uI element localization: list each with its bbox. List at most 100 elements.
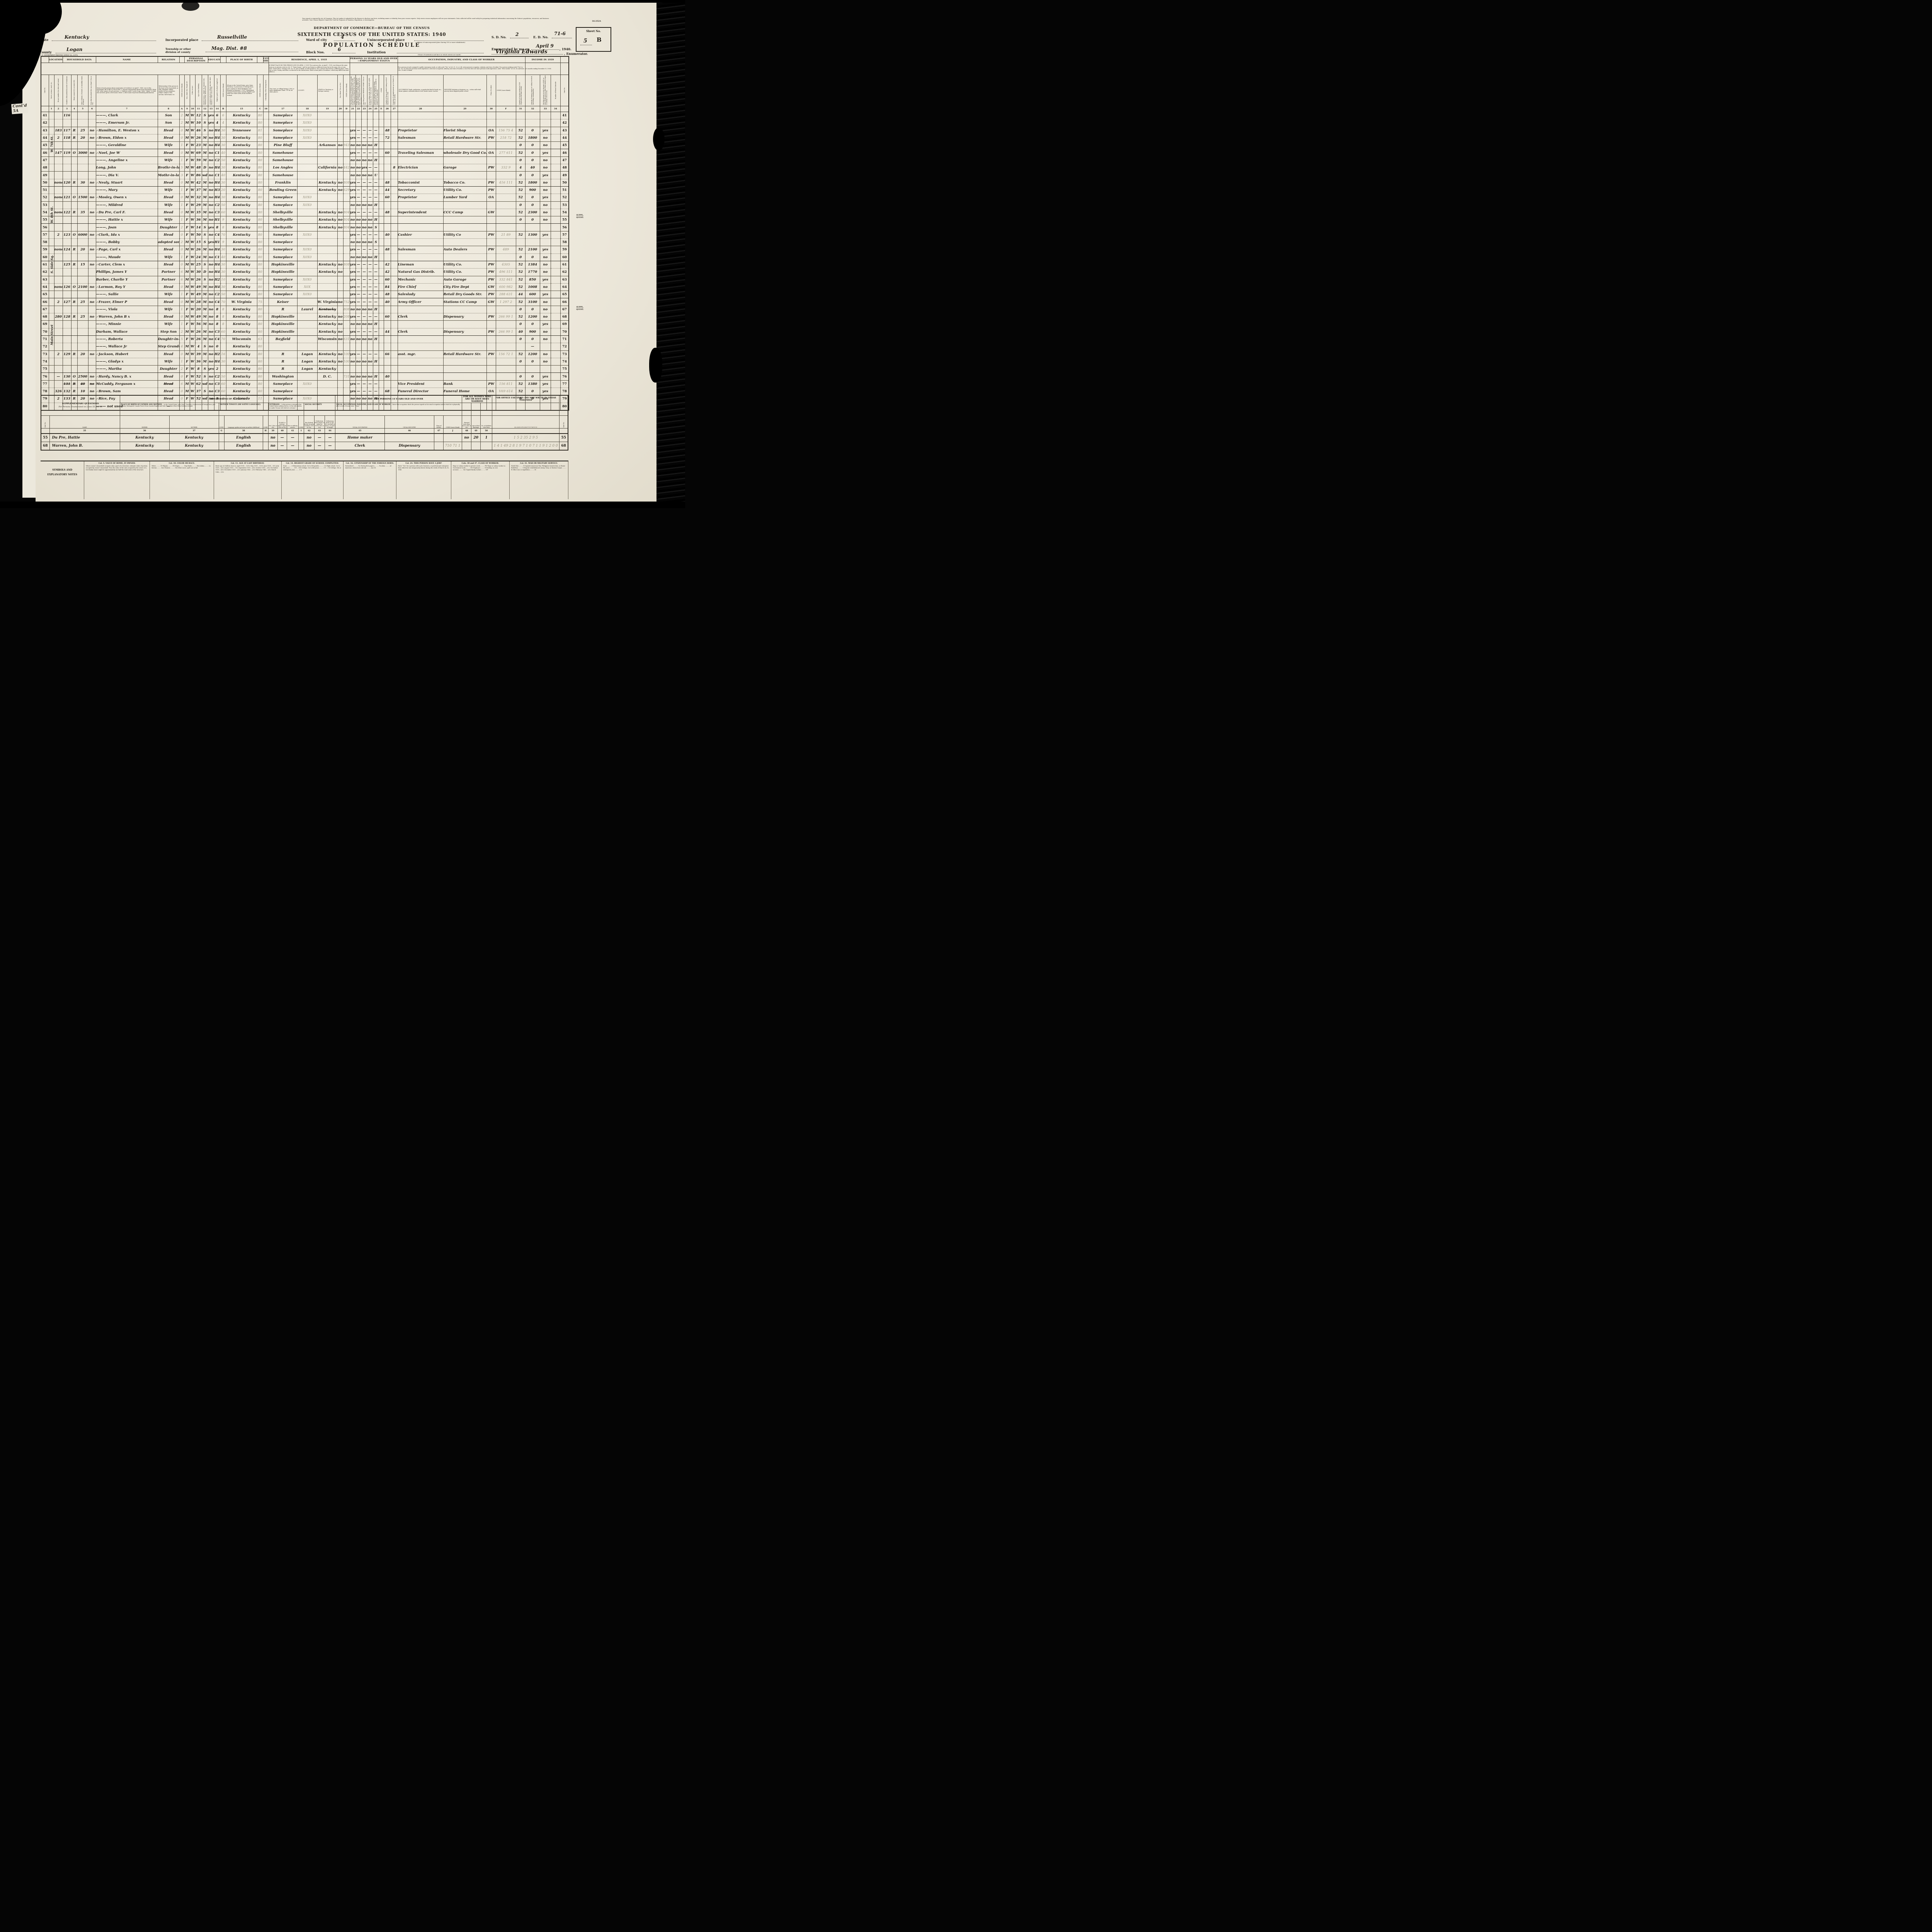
cell-38: 0 [525, 201, 540, 209]
cell-5 [77, 365, 88, 373]
cell-5: 25 [77, 313, 88, 321]
cell-4: O [71, 194, 78, 202]
cell-36: 496 511 [495, 268, 516, 276]
cell-19 [263, 223, 269, 231]
cell-14: no [207, 283, 214, 291]
supp-column-description: War or military service [286, 415, 299, 429]
cell-39: no [539, 253, 551, 261]
cell-14: no [207, 134, 214, 142]
cell-40 [550, 365, 561, 373]
cell-28: — [367, 298, 373, 306]
cell-38: 1770 [525, 268, 540, 276]
cell-38: 40 [525, 164, 540, 172]
column-number: A [179, 106, 185, 112]
cell-3 [62, 335, 71, 344]
cell-41: 70 [560, 328, 569, 336]
cell-4 [71, 253, 78, 261]
column-description-vertical: Amount of money wages or salary received… [531, 76, 534, 105]
cell-37: 52 [515, 313, 526, 321]
cell-7: Barber, Charlie Y [95, 276, 158, 284]
supp-subgroup-label: MOTHER TONGUE (OR NATIVE LANGUAGE) [218, 403, 269, 416]
cell-5 [77, 112, 88, 120]
supp-cell-11: no [303, 442, 315, 451]
column-number: C [257, 106, 264, 112]
cell-11: W [189, 328, 196, 336]
cell-17: Kentucky [226, 350, 257, 358]
cell-10: M [184, 149, 190, 157]
cell-1 [48, 149, 54, 157]
cell-35 [486, 112, 496, 120]
cell-31: 60 [383, 194, 391, 202]
cell-15: C3 [214, 388, 221, 396]
cell-38 [525, 119, 540, 127]
cell-14: yes [207, 119, 214, 127]
supp-column-description: USUAL INDUSTRY [384, 415, 435, 429]
cell-9: 0 [179, 209, 185, 217]
cell-18: 80 [257, 209, 264, 217]
cell-19 [263, 186, 269, 194]
cell-20: Hopkinsville [268, 328, 298, 336]
cell-26: no [355, 320, 362, 328]
cell-41: 52 [560, 194, 569, 202]
cell-41: 44 [560, 134, 569, 142]
cell-31: 48 [383, 291, 391, 299]
cell-22: Kentucky [317, 306, 338, 314]
cell-12: 49 [195, 291, 202, 299]
note-title: Col. 14. HIGHEST GRADE OF SCHOOL COMPLET… [286, 463, 339, 464]
cell-11: W [189, 306, 196, 314]
cell-33: Secretary [397, 186, 444, 194]
entry-checkmark: ✓ [96, 248, 99, 252]
cell-15: 2 [214, 365, 221, 373]
cell-36: 156 72 1 [495, 350, 516, 358]
column-description-vertical: On a farm? (Yes or No) [339, 82, 341, 98]
cell-40 [550, 291, 561, 299]
cell-28: — [367, 134, 373, 142]
cell-14: no [207, 179, 214, 187]
cell-34 [443, 223, 487, 231]
cell-7: ———, Dia V. [95, 171, 158, 179]
cell-39: yes [539, 388, 551, 396]
cell-40 [550, 112, 561, 120]
cell-29: — [372, 298, 379, 306]
cell-41: 56 [560, 223, 569, 231]
cell-11: W [189, 372, 196, 381]
cell-21 [297, 261, 318, 269]
entry-checkmark: ✓ [96, 151, 99, 155]
department-line: DEPARTMENT OF COMMERCE—BUREAU OF THE CEN… [313, 26, 430, 30]
cell-4 [71, 358, 78, 366]
cell-1 [48, 283, 54, 291]
cell-28: — [367, 209, 373, 217]
cell-9: 1 [179, 156, 185, 165]
column-description: Attended school or college any time sinc… [207, 75, 214, 106]
cell-29: — [372, 350, 379, 358]
cell-35 [486, 335, 496, 344]
supp-cell-22: 68 [559, 442, 568, 451]
cell-1 [48, 320, 54, 328]
cell-40 [550, 186, 561, 194]
cell-0: 48 [41, 164, 49, 172]
cell-22 [317, 201, 338, 209]
cell-14: no [207, 201, 214, 209]
column-description: Citizenship of the foreign born [263, 75, 269, 106]
cell-0: 49 [41, 171, 49, 179]
cell-24 [343, 231, 350, 239]
cell-9: 0 [179, 194, 185, 202]
cell-6 [88, 119, 96, 127]
cell-0: 65 [41, 291, 49, 299]
cell-37: 0 [515, 335, 526, 344]
cell-12: 14 [195, 223, 202, 231]
cell-34: Auto Dealers [443, 246, 487, 254]
explanatory-notes: SYMBOLS AND EXPLANATORY NOTES Col. 5. VAL… [41, 461, 568, 499]
cell-14: no [207, 261, 214, 269]
cell-16: 60 [220, 380, 226, 388]
cell-12: 46 [195, 127, 202, 134]
cell-10: M [184, 343, 190, 351]
cell-38 [525, 365, 540, 373]
cell-3: 128 [62, 313, 71, 321]
cell-34 [443, 343, 487, 351]
cell-7: ———, Gladys x [95, 358, 158, 366]
cell-20: Shelbyville [268, 223, 298, 231]
cell-34: Tobacco Co. [443, 179, 487, 187]
cell-41: 46 [560, 149, 569, 157]
